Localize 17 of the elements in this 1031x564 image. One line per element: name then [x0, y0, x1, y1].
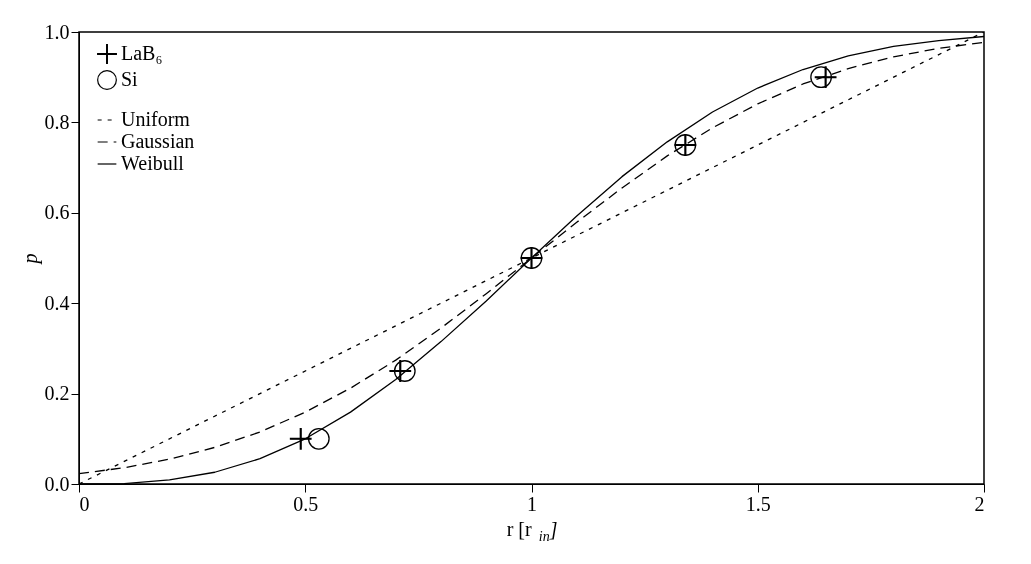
y-tick-label: 0.2 [44, 382, 70, 405]
x-tick-label: 0.5 [293, 492, 319, 515]
x-tick-label: 2 [974, 492, 985, 515]
y-axis-title: p [18, 253, 42, 266]
x-tick-label: 1 [527, 492, 537, 515]
y-tick-label: 1.0 [44, 20, 70, 43]
legend-label: Si [121, 68, 139, 90]
legend-label: Gaussian [121, 130, 195, 152]
y-tick-label: 0.8 [44, 110, 70, 133]
x-tick-label: 0 [79, 492, 90, 515]
legend-label: Uniform [121, 108, 191, 130]
y-tick-label: 0.4 [44, 291, 70, 314]
y-tick-label: 0.6 [44, 201, 70, 224]
y-tick-label: 0.0 [44, 472, 70, 495]
legend-label: LaB₆ [121, 42, 163, 64]
legend-label: Weibull [121, 152, 185, 174]
x-tick-label: 1.5 [745, 492, 771, 515]
